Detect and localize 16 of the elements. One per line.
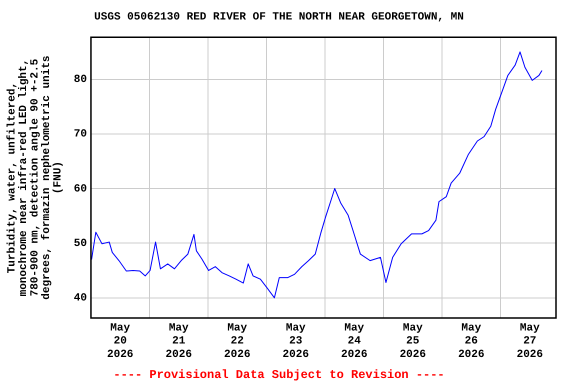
x-tick-label: May 25 2026 bbox=[400, 322, 426, 361]
x-tick-label: May 21 2026 bbox=[166, 322, 192, 361]
y-tick-label: 80 bbox=[74, 74, 87, 86]
y-axis-title: Turbidity, water, unfiltered, monochrome near infra-red LED light, 780-900 nm, detection angle 90 +-2.5 degrees, formazin nephelometric units (FNU) bbox=[6, 55, 65, 300]
y-tick-label: 40 bbox=[74, 292, 87, 305]
x-tick-label: May 26 2026 bbox=[458, 322, 484, 361]
x-tick-label: May 24 2026 bbox=[341, 322, 368, 361]
text: ---- Provisional Data Subject to Revision ---- bbox=[113, 368, 445, 382]
x-tick-label: May 27 2026 bbox=[516, 322, 543, 361]
x-tick-label: May 22 2026 bbox=[224, 322, 250, 361]
chart-title: USGS 05062130 RED RIVER OF THE NORTH NEAR GEORGETOWN, MN bbox=[94, 11, 464, 24]
x-tick-label: May 23 2026 bbox=[282, 322, 309, 361]
y-tick-label: 70 bbox=[74, 128, 87, 141]
y-tick-label: 50 bbox=[74, 238, 87, 250]
y-tick-label: 60 bbox=[74, 183, 87, 196]
x-tick-label: May 20 2026 bbox=[107, 322, 134, 361]
